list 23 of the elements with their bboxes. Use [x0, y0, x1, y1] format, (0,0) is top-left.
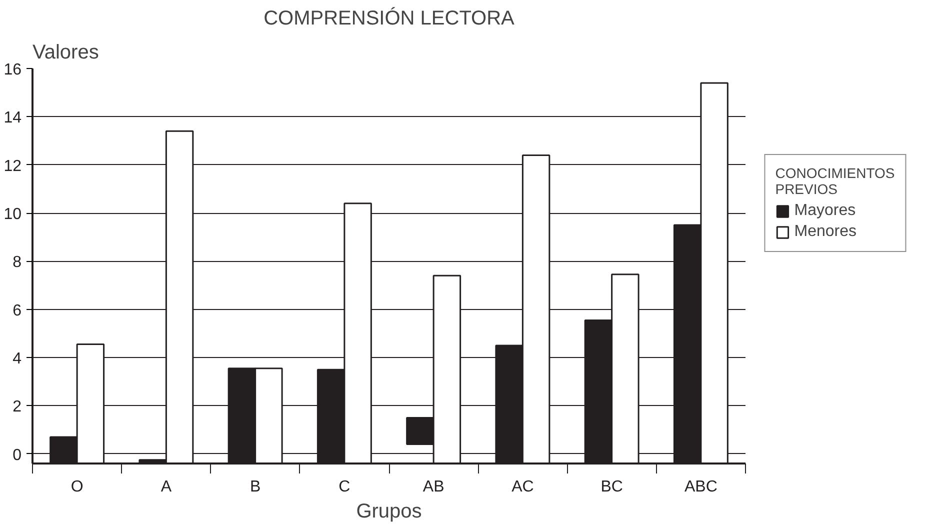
y-tick-label: 2	[12, 398, 22, 416]
x-tick-label: ABC	[684, 478, 718, 496]
legend-title: CONOCIMIENTOS PREVIOS	[775, 165, 895, 197]
y-tick-label: 8	[12, 254, 22, 272]
y-tick-label: 6	[12, 302, 22, 320]
x-tick-label: A	[160, 478, 172, 496]
y-tick-label: 16	[4, 62, 22, 78]
legend-label: Menores	[794, 223, 856, 241]
y-tick-label: 14	[4, 110, 22, 127]
x-tick-label: AC	[512, 478, 534, 496]
y-tick-label: 0	[12, 446, 22, 464]
x-tick-label: O	[70, 478, 84, 496]
y-axis-title: Valores	[32, 42, 99, 64]
y-tick-label: 12	[4, 158, 22, 175]
x-tick-label: BC	[600, 478, 623, 496]
x-axis-title: Grupos	[356, 500, 422, 522]
y-tick-label: 4	[12, 350, 22, 368]
y-tick-label: 10	[4, 206, 22, 224]
x-tick-label: B	[250, 478, 261, 496]
legend-label: Mayores	[794, 202, 856, 220]
x-tick-label: AB	[422, 478, 444, 496]
x-tick-label: C	[338, 478, 350, 496]
chart-title: COMPRENSIÓN LECTORA	[264, 6, 516, 30]
